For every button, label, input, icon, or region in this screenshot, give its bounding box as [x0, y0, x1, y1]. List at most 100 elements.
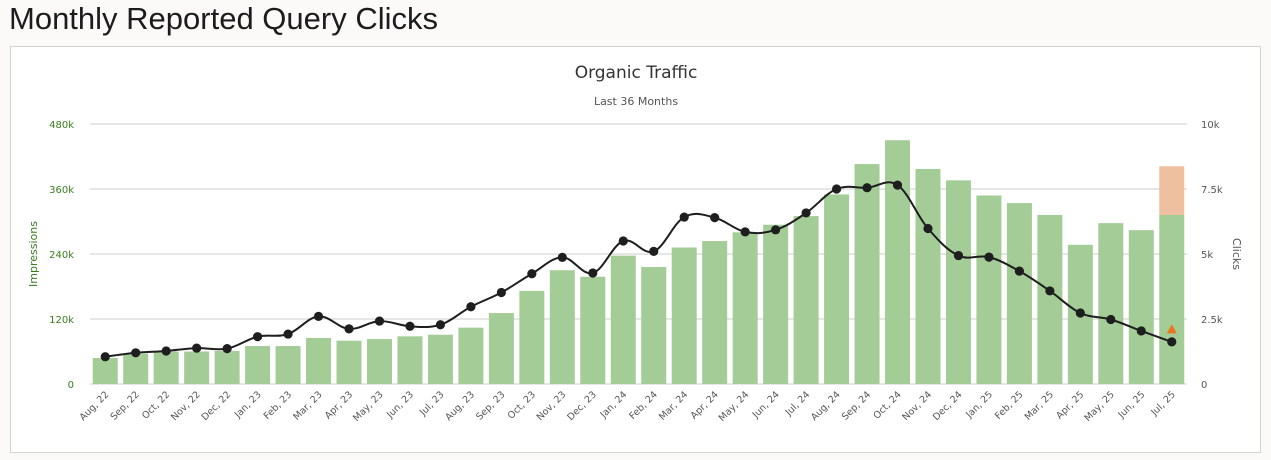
right-axis-label: Clicks	[1230, 238, 1243, 270]
right-tick-label: 7.5k	[1201, 185, 1223, 196]
x-tick-label: Jan, 25	[963, 389, 995, 421]
x-tick-label: Sep, 24	[840, 389, 873, 422]
x-tick-label: Aug, 23	[443, 389, 477, 423]
left-tick-label: 360k	[49, 185, 74, 196]
organic-traffic-chart: Organic Traffic Last 36 Months 0 120k 240k…	[27, 63, 1243, 424]
clicks-point	[710, 213, 720, 223]
x-tick-label: Jan, 24	[598, 389, 630, 421]
left-tick-label: 240k	[49, 250, 74, 261]
left-axis-label: Impressions	[27, 221, 40, 287]
x-tick-label: Mar, 24	[657, 389, 690, 422]
clicks-point	[313, 311, 324, 321]
clicks-point	[1106, 314, 1116, 325]
right-tick-label: 5k	[1201, 250, 1213, 261]
impressions-bar	[976, 195, 1002, 384]
impressions-bar	[1006, 203, 1032, 384]
x-tick-label: Feb, 23	[262, 389, 294, 421]
right-tick-label: 2.5k	[1201, 315, 1223, 326]
clicks-point	[405, 321, 415, 331]
clicks-point	[1136, 326, 1146, 336]
clicks-point	[831, 184, 842, 194]
clicks-point	[252, 332, 263, 342]
right-tick-label: 10k	[1201, 120, 1220, 131]
clicks-point	[679, 212, 689, 222]
impressions-bar	[671, 247, 697, 384]
right-axis-ticks: 0 2.5k 5k 7.5k 10k	[1201, 120, 1223, 391]
impressions-bar	[915, 168, 941, 384]
impressions-bars	[92, 140, 1185, 384]
x-tick-label: Oct, 24	[871, 389, 903, 421]
impressions-bar	[458, 327, 484, 384]
clicks-point	[496, 287, 506, 298]
chart-title: Organic Traffic	[575, 63, 698, 83]
x-tick-label: Dec, 24	[931, 389, 965, 423]
impressions-bar	[275, 346, 301, 384]
impressions-bar	[336, 340, 362, 384]
x-tick-label: Dec, 22	[200, 389, 234, 423]
chart-panel: Organic Traffic Last 36 Months 0 120k 240k…	[10, 46, 1261, 453]
impressions-bar	[885, 140, 911, 384]
clicks-point	[1075, 308, 1085, 318]
x-tick-label: Mar, 23	[291, 389, 324, 422]
impressions-bar	[945, 180, 971, 384]
x-tick-label: Jun, 24	[750, 389, 782, 421]
clicks-point	[892, 180, 903, 190]
clicks-point	[222, 344, 232, 354]
impressions-bar	[245, 346, 271, 384]
clicks-point	[344, 324, 354, 334]
clicks-point	[1014, 266, 1025, 276]
clicks-point	[649, 246, 659, 256]
x-tick-label: Apr, 25	[1054, 389, 1086, 421]
clicks-point	[192, 343, 202, 353]
clicks-point	[923, 223, 933, 234]
x-tick-label: May, 25	[1082, 389, 1116, 423]
x-tick-label: Jun, 23	[384, 389, 416, 421]
impressions-bar	[549, 270, 575, 384]
x-tick-label: Jul, 23	[417, 389, 446, 418]
x-tick-label: Feb, 24	[627, 389, 659, 421]
clicks-point	[1167, 337, 1177, 347]
impressions-bar	[519, 290, 545, 384]
impressions-bar	[153, 351, 179, 384]
clicks-point	[740, 227, 750, 237]
impressions-bar	[732, 232, 758, 384]
clicks-point	[862, 183, 872, 193]
clicks-point	[374, 316, 385, 326]
clicks-point	[771, 225, 781, 235]
impressions-bar	[641, 267, 667, 384]
impressions-bar	[92, 358, 118, 384]
x-tick-label: Oct, 23	[506, 389, 538, 421]
clicks-point	[618, 236, 628, 246]
impressions-bar	[306, 337, 332, 384]
impressions-bar	[1159, 215, 1185, 384]
x-tick-label: May, 23	[351, 389, 385, 423]
impressions-bar	[488, 313, 514, 384]
x-tick-label: Dec, 23	[565, 389, 599, 423]
impressions-bar	[702, 241, 728, 384]
x-tick-label: Oct, 22	[140, 389, 172, 421]
x-tick-label: Aug, 22	[78, 389, 112, 423]
clicks-point	[953, 250, 964, 261]
x-tick-label: Jul, 24	[783, 389, 812, 418]
x-tick-label: Apr, 23	[323, 389, 355, 421]
left-tick-label: 480k	[49, 120, 74, 131]
impressions-bar	[854, 164, 880, 384]
x-tick-label: Jul, 25	[1148, 389, 1177, 418]
x-tick-label: Feb, 25	[993, 389, 1025, 421]
impressions-bar	[214, 350, 240, 384]
clicks-point	[984, 252, 994, 262]
x-tick-label: Nov, 23	[535, 389, 569, 423]
clicks-point	[466, 302, 476, 312]
x-tick-label: Nov, 22	[169, 389, 203, 423]
page-title: Monthly Reported Query Clicks	[9, 1, 438, 36]
clicks-line	[100, 180, 1177, 362]
clicks-point	[588, 268, 598, 278]
impressions-bar	[1128, 230, 1154, 384]
impressions-bar	[580, 276, 606, 384]
x-tick-label: Nov, 24	[900, 389, 934, 423]
impressions-bar	[366, 339, 392, 384]
clicks-point	[1045, 286, 1055, 296]
clicks-point	[100, 352, 110, 362]
x-tick-label: Sep, 23	[474, 389, 507, 422]
